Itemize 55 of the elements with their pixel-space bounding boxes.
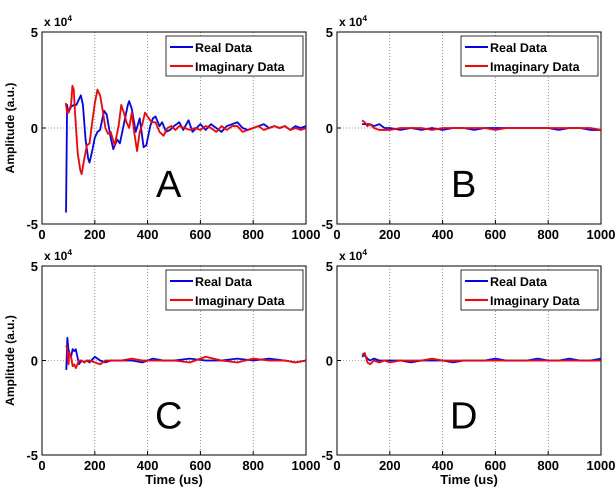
y-tick-label: 0 bbox=[326, 354, 333, 368]
x-axis-title: Time (us) bbox=[145, 472, 203, 487]
line-series bbox=[361, 119, 602, 131]
y-axis-title: Amplitude (a.u.) bbox=[3, 315, 17, 406]
line-series bbox=[65, 344, 307, 369]
y-tick-label: -5 bbox=[321, 448, 333, 463]
y-tick-label: -5 bbox=[26, 217, 38, 232]
y-tick-label: 5 bbox=[30, 259, 38, 274]
x-tick-label: 1000 bbox=[292, 458, 320, 473]
legend-label: Imaginary Data bbox=[490, 60, 581, 74]
x-tick-label: 200 bbox=[84, 227, 106, 242]
x-tick-label: 400 bbox=[432, 458, 454, 473]
x-tick-label: 1000 bbox=[586, 458, 616, 473]
x-tick-label: 1000 bbox=[292, 227, 320, 242]
x-tick-label: 600 bbox=[484, 227, 506, 242]
legend-label: Real Data bbox=[490, 275, 548, 289]
x-tick-label: 600 bbox=[484, 458, 506, 473]
text: x 10$^{4}$ bbox=[339, 13, 368, 29]
x-tick-label: 800 bbox=[537, 227, 560, 242]
x-tick-label: 800 bbox=[537, 458, 560, 473]
y-axis-title: Amplitude (a.u.) bbox=[3, 82, 17, 174]
x-tick-label: 400 bbox=[432, 227, 454, 242]
text: x 10$^{4}$ bbox=[339, 247, 368, 263]
y-tick-label: 0 bbox=[30, 121, 38, 136]
x-tick-label: 600 bbox=[190, 227, 212, 242]
text: x 10$^{4}$ bbox=[44, 247, 72, 263]
x-tick-label: 400 bbox=[136, 458, 158, 473]
legend-label: Imaginary Data bbox=[195, 60, 286, 74]
annotation: A bbox=[156, 164, 182, 206]
x-tick-label: 200 bbox=[378, 458, 401, 473]
y-tick-label: 0 bbox=[30, 354, 38, 368]
x-tick-label: 200 bbox=[84, 458, 106, 473]
x-tick-label: 600 bbox=[190, 458, 212, 473]
y-tick-label: 5 bbox=[326, 259, 333, 274]
x-tick-label: 400 bbox=[136, 227, 158, 242]
x-tick-label: 800 bbox=[242, 458, 264, 473]
annotation: D bbox=[450, 396, 478, 438]
y-tick-label: 0 bbox=[326, 121, 333, 136]
x-tick-label: 200 bbox=[378, 227, 401, 242]
annotation: B bbox=[451, 164, 476, 206]
x-tick-label: 1000 bbox=[586, 227, 616, 242]
y-tick-label: 5 bbox=[30, 25, 38, 40]
y-tick-label: -5 bbox=[321, 217, 333, 232]
legend-label: Imaginary Data bbox=[490, 294, 581, 308]
text: x 10$^{4}$ bbox=[44, 13, 72, 29]
annotation: C bbox=[154, 396, 182, 438]
legend-label: Real Data bbox=[195, 41, 254, 55]
legend-label: Real Data bbox=[490, 41, 548, 55]
line-series bbox=[65, 94, 307, 214]
legend-label: Imaginary Data bbox=[195, 294, 286, 308]
x-axis-title: Time (us) bbox=[440, 472, 498, 487]
legend-label: Real Data bbox=[195, 275, 254, 289]
y-tick-label: 5 bbox=[326, 25, 333, 40]
x-tick-label: 800 bbox=[242, 227, 264, 242]
y-tick-label: -5 bbox=[26, 448, 38, 463]
